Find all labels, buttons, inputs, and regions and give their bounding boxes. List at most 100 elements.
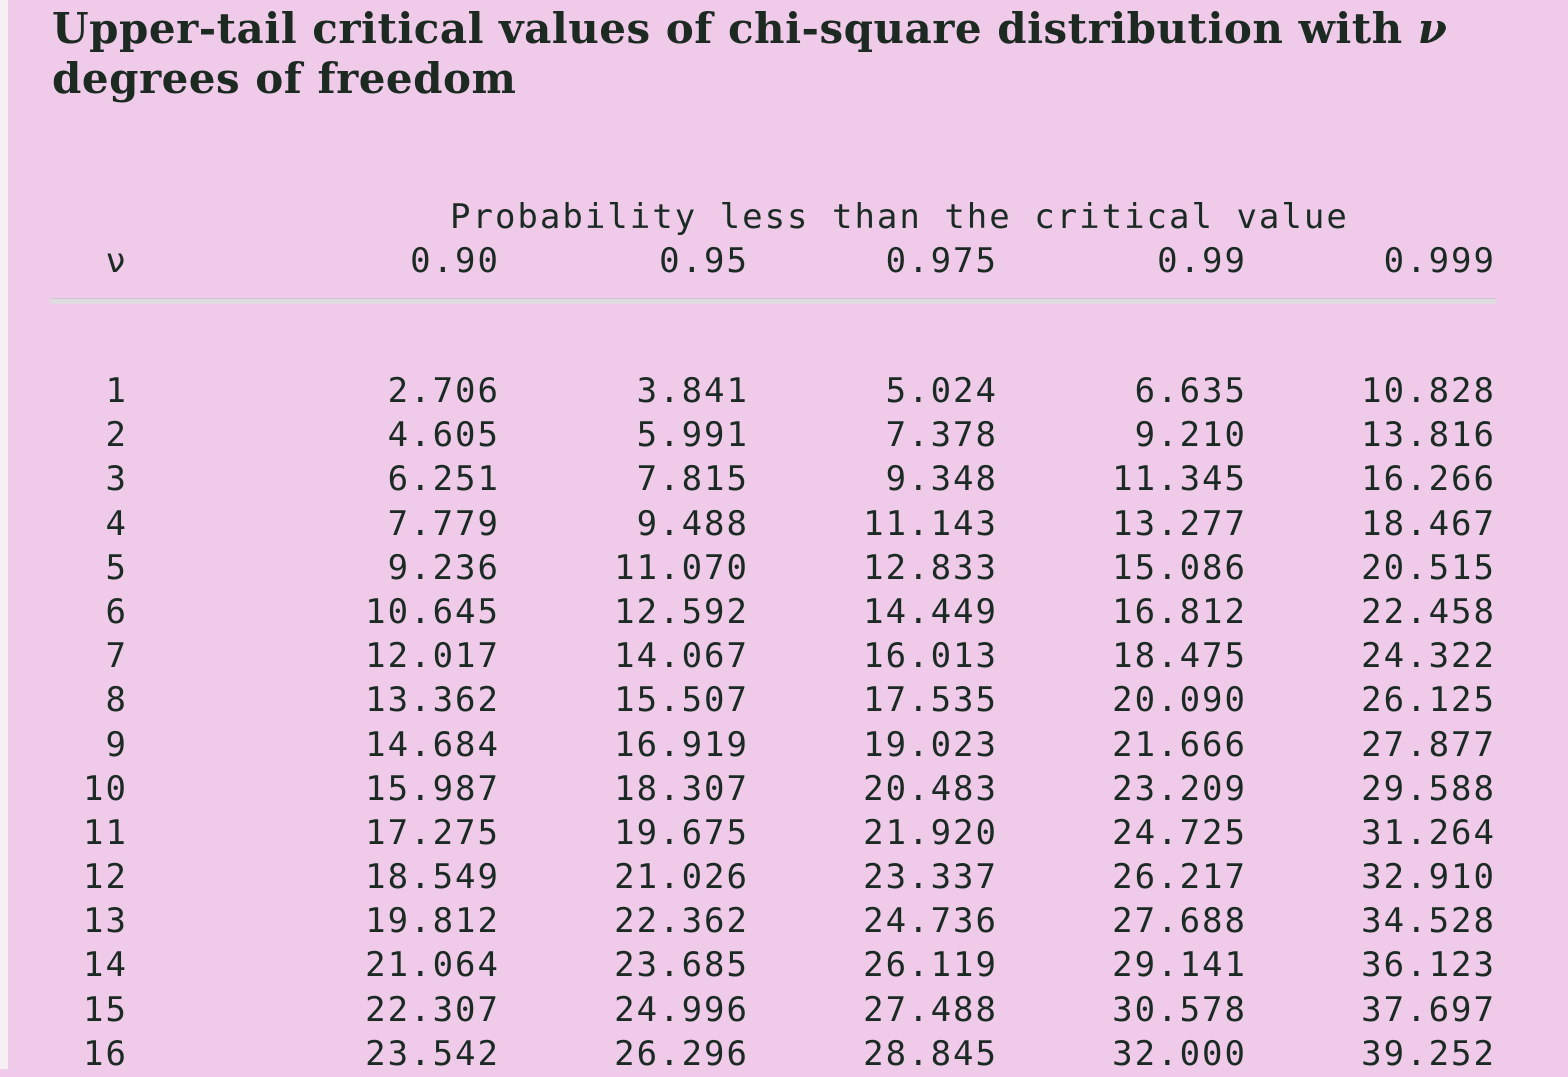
table-row: 11 17.275 19.675 21.920 24.725 31.264 <box>50 810 1496 854</box>
title-nu-symbol: ν <box>1417 4 1448 53</box>
critical-value-cell: 14.067 <box>614 636 749 677</box>
title-text-line2: degrees of freedom <box>52 54 517 103</box>
critical-value-cell: 16.812 <box>1112 591 1247 632</box>
critical-value-cell: 24.736 <box>863 901 998 942</box>
critical-value-cell: 3.841 <box>636 371 749 411</box>
critical-value-cell: 21.064 <box>365 945 500 986</box>
critical-value-cell: 13.277 <box>1112 503 1247 544</box>
table-row: 16 23.542 26.296 28.845 32.000 39.252 <box>50 1031 1496 1075</box>
row-v-cell: 8 <box>105 680 128 721</box>
critical-value-cell: 37.697 <box>1361 989 1496 1030</box>
critical-value-cell: 18.307 <box>614 768 749 809</box>
critical-value-cell: 12.017 <box>365 636 500 677</box>
critical-value-cell: 6.251 <box>387 459 500 500</box>
critical-value-cell: 34.528 <box>1361 901 1496 942</box>
critical-value-cell: 23.542 <box>365 1033 500 1074</box>
critical-value-cell: 13.816 <box>1361 415 1496 456</box>
critical-value-cell: 12.592 <box>614 591 749 632</box>
critical-value-cell: 18.467 <box>1361 503 1496 544</box>
critical-value-cell: 6.635 <box>1134 371 1247 411</box>
critical-value-cell: 11.143 <box>863 503 998 544</box>
critical-value-cell: 24.725 <box>1112 812 1247 853</box>
critical-value-cell: 22.362 <box>614 901 749 942</box>
critical-value-cell: 32.910 <box>1361 857 1496 898</box>
row-v-cell: 15 <box>83 989 128 1030</box>
critical-value-cell: 15.086 <box>1112 547 1247 588</box>
table-row: 8 13.362 15.507 17.535 20.090 26.125 <box>50 677 1496 721</box>
table-row: 2 4.605 5.991 7.378 9.210 13.816 <box>50 412 1496 456</box>
table-row: 7 12.017 14.067 16.013 18.475 24.322 <box>50 633 1496 677</box>
critical-value-cell: 29.141 <box>1112 945 1247 986</box>
header-col-0-95: 0.95 <box>659 241 749 281</box>
critical-value-cell: 16.919 <box>614 724 749 765</box>
critical-value-cell: 22.458 <box>1361 591 1496 632</box>
critical-value-cell: 28.845 <box>863 1033 998 1074</box>
table-row: 4 7.779 9.488 11.143 13.277 18.467 <box>50 501 1496 545</box>
critical-value-cell: 9.210 <box>1134 415 1247 456</box>
critical-value-cell: 13.362 <box>365 680 500 721</box>
critical-value-cell: 11.070 <box>614 547 749 588</box>
table-row: 14 21.064 23.685 26.119 29.141 36.123 <box>50 942 1496 986</box>
header-col-0-999: 0.999 <box>1383 241 1496 281</box>
table-row: 1 2.706 3.841 5.024 6.635 10.828 <box>50 368 1496 412</box>
critical-value-cell: 23.209 <box>1112 768 1247 809</box>
critical-value-cell: 9.236 <box>387 547 500 588</box>
critical-value-cell: 27.877 <box>1361 724 1496 765</box>
critical-value-cell: 9.348 <box>885 459 998 500</box>
row-v-cell: 10 <box>83 768 128 809</box>
critical-value-cell: 15.987 <box>365 768 500 809</box>
critical-value-cell: 17.275 <box>365 812 500 853</box>
critical-value-cell: 30.578 <box>1112 989 1247 1030</box>
probability-header: Probability less than the critical value <box>450 197 1349 237</box>
row-v-cell: 13 <box>83 901 128 942</box>
row-v-cell: 3 <box>105 459 128 500</box>
critical-value-cell: 7.815 <box>636 459 749 500</box>
critical-value-cell: 7.779 <box>387 503 500 544</box>
row-v-cell: 2 <box>105 415 128 456</box>
critical-value-cell: 10.828 <box>1361 371 1496 411</box>
left-margin-strip <box>0 0 8 1069</box>
table-row: 10 15.987 18.307 20.483 23.209 29.588 <box>50 766 1496 810</box>
critical-value-cell: 19.675 <box>614 812 749 853</box>
header-divider <box>50 298 1496 304</box>
critical-value-cell: 14.449 <box>863 591 998 632</box>
critical-value-cell: 21.666 <box>1112 724 1247 765</box>
row-v-cell: 1 <box>105 371 128 411</box>
critical-value-cell: 29.588 <box>1361 768 1496 809</box>
critical-value-cell: 24.322 <box>1361 636 1496 677</box>
critical-value-cell: 5.024 <box>885 371 998 411</box>
header-col-0-975: 0.975 <box>885 241 998 281</box>
critical-value-cell: 2.706 <box>387 371 500 411</box>
table-row: 5 9.236 11.070 12.833 15.086 20.515 <box>50 545 1496 589</box>
critical-value-cell: 23.337 <box>863 857 998 898</box>
critical-value-cell: 7.378 <box>885 415 998 456</box>
critical-value-cell: 11.345 <box>1112 459 1247 500</box>
row-v-cell: 9 <box>105 724 128 765</box>
table-body: 1 2.706 3.841 5.024 6.635 10.828 2 4.605 5.991 7.… <box>50 368 1496 1075</box>
page-title: Upper-tail critical values of chi-square… <box>52 4 1472 104</box>
table-row: 6 10.645 12.592 14.449 16.812 22.458 <box>50 589 1496 633</box>
critical-value-cell: 15.507 <box>614 680 749 721</box>
table-row: 3 6.251 7.815 9.348 11.345 16.266 <box>50 456 1496 500</box>
critical-value-cell: 24.996 <box>614 989 749 1030</box>
critical-value-cell: 17.535 <box>863 680 998 721</box>
row-v-cell: 5 <box>105 547 128 588</box>
table-row: 13 19.812 22.362 24.736 27.688 34.528 <box>50 898 1496 942</box>
critical-value-cell: 20.090 <box>1112 680 1247 721</box>
header-v-label: ν <box>105 241 128 281</box>
header-col-0-90: 0.90 <box>410 241 500 281</box>
critical-value-cell: 10.645 <box>365 591 500 632</box>
critical-value-cell: 20.515 <box>1361 547 1496 588</box>
critical-value-cell: 9.488 <box>636 503 749 544</box>
critical-value-cell: 36.123 <box>1361 945 1496 986</box>
critical-value-cell: 26.119 <box>863 945 998 986</box>
critical-value-cell: 21.920 <box>863 812 998 853</box>
row-v-cell: 7 <box>105 636 128 677</box>
row-v-cell: 16 <box>83 1033 128 1074</box>
critical-value-cell: 18.549 <box>365 857 500 898</box>
title-text: Upper-tail critical values of chi-square… <box>52 4 1403 53</box>
critical-value-cell: 22.307 <box>365 989 500 1030</box>
table-row: 9 14.684 16.919 19.023 21.666 27.877 <box>50 722 1496 766</box>
row-v-cell: 6 <box>105 591 128 632</box>
column-header-row: ν 0.90 0.95 0.975 0.99 0.999 <box>50 238 1496 284</box>
